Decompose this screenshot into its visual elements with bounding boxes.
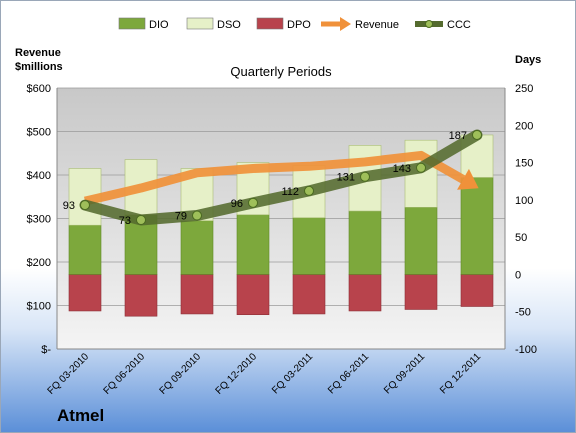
- ccc-data-label: 79: [175, 211, 187, 223]
- revenue-line: [83, 150, 466, 206]
- dpo-bar: [124, 274, 158, 317]
- ccc-data-label: 112: [281, 186, 299, 198]
- ccc-point: [136, 214, 146, 225]
- ccc-data-label: 73: [119, 215, 131, 227]
- category-label: FQ 12-2010: [214, 351, 260, 397]
- dpo-bar: [236, 274, 270, 315]
- left-tick-label: $600: [27, 83, 51, 95]
- category-label: FQ 12-2011: [438, 351, 483, 396]
- legend-arrowhead: [340, 17, 351, 31]
- ccc-data-label: 96: [231, 198, 243, 210]
- dpo-bar: [68, 274, 102, 312]
- dpo-bar: [460, 274, 494, 307]
- category-label: FQ 06-2011: [326, 351, 371, 396]
- ccc-point: [80, 200, 90, 211]
- revenue-arrowhead: [457, 168, 479, 190]
- legend-label-dpo: DPO: [287, 19, 311, 31]
- legend-label-dio: DIO: [149, 19, 169, 31]
- ccc-point: [304, 185, 314, 196]
- category-label: FQ 03-2011: [270, 351, 315, 396]
- ccc-point: [472, 129, 482, 140]
- dio-bar: [460, 177, 494, 275]
- chart-title: Quarterly Periods: [230, 64, 332, 79]
- ccc-data-label: 143: [393, 163, 411, 175]
- left-tick-label: $200: [27, 257, 51, 269]
- left-tick-label: $100: [27, 301, 51, 313]
- right-tick-label: -50: [515, 307, 531, 319]
- category-label: FQ 06-2010: [102, 351, 148, 397]
- right-tick-label: 200: [515, 120, 533, 132]
- left-axis-label: Revenue $millions: [15, 47, 63, 73]
- dpo-bar: [180, 274, 214, 315]
- right-tick-label: 250: [515, 83, 533, 95]
- ccc-data-label: 131: [337, 172, 355, 184]
- dio-bar: [292, 217, 326, 275]
- legend-label-ccc: CCC: [447, 19, 471, 31]
- legend-label-dso: DSO: [217, 19, 241, 31]
- dpo-bar: [348, 274, 382, 312]
- ccc-point: [360, 171, 370, 182]
- legend-swatch-dio: [118, 17, 146, 30]
- ccc-point: [248, 197, 258, 208]
- right-axis-label: Days: [515, 54, 541, 66]
- category-label: FQ 03-2010: [46, 351, 92, 397]
- legend-swatch-dpo: [256, 17, 284, 30]
- ccc-line: [79, 129, 483, 226]
- dio-bar: [180, 220, 214, 275]
- ccc-data-label: 93: [63, 200, 75, 212]
- left-tick-label: $300: [27, 214, 51, 226]
- dpo-bar: [404, 274, 438, 310]
- right-tick-label: 100: [515, 195, 533, 207]
- left-tick-label: $500: [27, 127, 51, 139]
- company-name: Atmel: [57, 406, 105, 425]
- dio-bar: [236, 214, 270, 275]
- ccc-data-label: 187: [449, 130, 467, 142]
- left-tick-label: $-: [41, 344, 51, 356]
- left-tick-label: $400: [27, 170, 51, 182]
- legend-marker-ccc: [425, 20, 433, 28]
- category-label: FQ 09-2011: [382, 351, 427, 396]
- ccc-point: [416, 162, 426, 173]
- legend-label-revenue: Revenue: [355, 19, 399, 31]
- right-tick-label: 0: [515, 269, 521, 281]
- legend-swatch-dso: [186, 17, 214, 30]
- ccc-point: [192, 210, 202, 221]
- dio-bar: [348, 210, 382, 275]
- dio-bar: [68, 224, 102, 275]
- dpo-bar: [292, 274, 326, 315]
- right-tick-label: -100: [515, 344, 537, 356]
- dio-bar: [404, 207, 438, 275]
- right-tick-label: 150: [515, 158, 533, 170]
- category-label: FQ 09-2010: [158, 351, 204, 397]
- right-tick-label: 50: [515, 232, 527, 244]
